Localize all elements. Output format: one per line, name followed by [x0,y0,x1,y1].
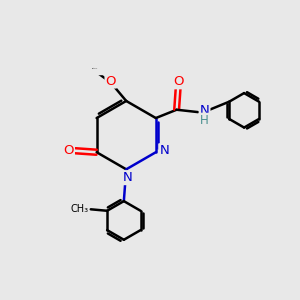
Text: CH₃: CH₃ [70,204,88,214]
Text: methoxy: methoxy [92,68,98,69]
Text: N: N [123,171,133,184]
Text: N: N [200,104,209,117]
Text: N: N [159,144,169,157]
Text: O: O [173,75,183,88]
Text: O: O [106,74,116,88]
Text: H: H [200,114,209,127]
Bar [69,56,113,74]
Text: methoxy: methoxy [73,61,112,70]
Text: O: O [63,144,74,157]
